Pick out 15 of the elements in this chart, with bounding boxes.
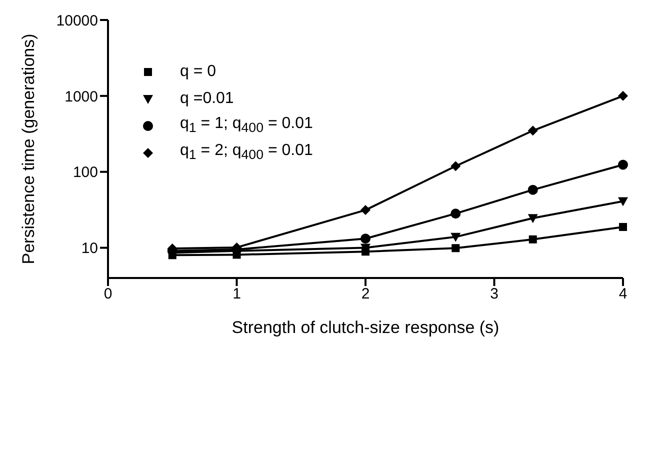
- y-axis-title: Persistence time (generations): [19, 34, 38, 264]
- legend-label: q$_{1}$ = 1; q$_{400}$ = 0.01: [180, 115, 313, 136]
- x-tick-label: 1: [232, 286, 241, 303]
- x-tick-label: 0: [104, 286, 112, 303]
- legend-label: q =0.01: [180, 90, 234, 108]
- y-tick-label: 10: [81, 240, 98, 258]
- x-tick-label: 2: [361, 286, 370, 303]
- x-tick-label: 3: [490, 286, 498, 303]
- y-tick-label: 1000: [64, 88, 98, 106]
- legend-label: q$_{1}$ = 2; q$_{400}$ = 0.01: [180, 142, 313, 163]
- y-tick-label: 10000: [56, 12, 98, 30]
- x-tick-label: 4: [618, 286, 628, 303]
- x-axis-title: Strength of clutch-size response (s): [232, 318, 500, 337]
- legend-label: q = 0: [180, 62, 216, 80]
- y-tick-label: 100: [72, 164, 98, 182]
